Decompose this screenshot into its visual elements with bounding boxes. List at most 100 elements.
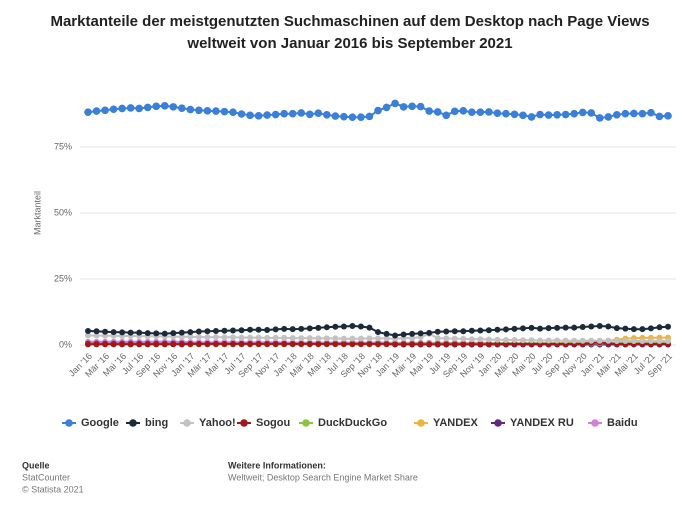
point (434, 328, 441, 335)
point (451, 328, 458, 335)
point (127, 341, 134, 348)
point (502, 336, 509, 343)
point (272, 326, 279, 333)
point (332, 340, 339, 347)
legend-label: bing (145, 417, 168, 429)
point (520, 325, 526, 332)
legend-swatch (417, 419, 425, 427)
point (186, 105, 195, 114)
point (477, 341, 484, 348)
point (366, 340, 373, 347)
point (221, 334, 228, 341)
point (187, 340, 194, 347)
point (460, 341, 467, 348)
point (323, 110, 331, 119)
point (212, 334, 219, 341)
legend-swatch (65, 419, 73, 427)
point (102, 328, 109, 335)
point (382, 103, 391, 112)
point (613, 110, 621, 119)
point (264, 334, 271, 341)
point (109, 105, 118, 114)
point (459, 107, 468, 115)
point (485, 336, 492, 343)
point (630, 326, 637, 333)
point (204, 328, 211, 335)
point (417, 341, 424, 348)
point (357, 323, 364, 330)
point (578, 108, 587, 117)
point (229, 108, 237, 116)
point (665, 338, 671, 345)
point (647, 338, 654, 345)
point (451, 341, 458, 348)
y-tick-label: 0% (59, 339, 72, 349)
point (272, 334, 279, 341)
point (451, 335, 458, 342)
point (306, 335, 313, 342)
point (494, 326, 501, 333)
point (366, 324, 373, 331)
point (426, 329, 433, 336)
point (110, 329, 117, 336)
point (638, 109, 647, 118)
point (315, 335, 322, 342)
point (127, 329, 134, 336)
legend-swatch (183, 419, 191, 427)
point (579, 324, 586, 331)
point (468, 336, 475, 343)
point (357, 113, 365, 121)
point (254, 112, 263, 120)
point (595, 114, 604, 122)
point (365, 112, 374, 121)
point (152, 102, 161, 111)
point (656, 338, 663, 345)
point (178, 333, 185, 340)
point (571, 324, 578, 331)
point (331, 112, 340, 120)
point (579, 337, 586, 344)
point (485, 108, 493, 116)
point (255, 340, 262, 347)
point (297, 109, 306, 117)
point (587, 109, 596, 117)
point (562, 324, 569, 331)
point (102, 341, 109, 348)
point (544, 111, 553, 119)
point (323, 340, 330, 347)
point (280, 109, 288, 118)
point (596, 337, 603, 344)
point (485, 327, 492, 334)
point (255, 326, 262, 333)
point (537, 325, 544, 332)
point (221, 327, 228, 334)
point (85, 328, 91, 335)
point (92, 107, 101, 115)
point (493, 109, 502, 118)
y-tick-label: 75% (54, 141, 72, 151)
point (315, 340, 322, 347)
point (545, 325, 552, 332)
legend-swatch (494, 419, 502, 427)
point (246, 111, 254, 120)
point (289, 326, 296, 333)
source-heading: Quelle (22, 460, 50, 470)
point (494, 340, 501, 347)
point (621, 109, 630, 118)
point (84, 108, 92, 116)
point (434, 341, 441, 348)
point (426, 341, 433, 348)
point (135, 104, 143, 113)
copyright: © Statista 2021 (22, 484, 84, 494)
point (383, 330, 390, 337)
point (409, 330, 416, 337)
point (511, 325, 518, 332)
point (126, 104, 135, 112)
point (553, 110, 561, 119)
point (511, 336, 518, 343)
point (203, 107, 212, 115)
point (349, 340, 356, 347)
point (622, 338, 629, 345)
legend-swatch (240, 419, 248, 427)
point (570, 109, 578, 118)
